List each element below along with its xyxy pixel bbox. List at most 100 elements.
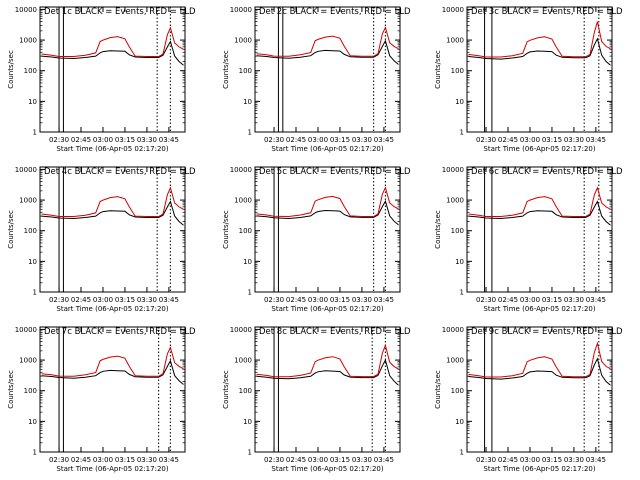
- x-tick-label: 03:30: [137, 456, 157, 464]
- x-tick-label: 03:00: [93, 456, 113, 464]
- x-tick-label: 03:00: [520, 136, 540, 144]
- chart-title: Det 4c BLACK = Events, RED = LLD: [44, 167, 196, 177]
- x-tick-label: 03:30: [137, 296, 157, 304]
- chart-panel-2: Det 2c BLACK = Events, RED = LLD 1 10 100 10…: [222, 6, 411, 153]
- x-tick-label: 03:45: [374, 136, 394, 144]
- chart-title: Det 9c BLACK = Events, RED = LLD: [471, 327, 623, 337]
- series-line-events: [41, 359, 184, 385]
- y-tick-label: 10000: [15, 6, 37, 14]
- x-tick-label: 03:15: [330, 296, 350, 304]
- chart-panel-4: Det 4c BLACK = Events, RED = LLD 1 10 100 10…: [7, 166, 196, 313]
- y-tick-label: 1000: [234, 197, 252, 205]
- x-tick-label: 03:30: [352, 456, 372, 464]
- y-axis-label: Counts/sec: [434, 370, 442, 409]
- y-tick-label: 10000: [442, 6, 464, 14]
- x-axis-label: Start Time (06-Apr-05 02:17:20): [56, 145, 168, 153]
- x-tick-label: 02:30: [264, 296, 284, 304]
- y-tick-label: 100: [24, 387, 37, 395]
- chart-panel-1: Det 1c BLACK = Events, RED = LLD 1 10 100 10…: [7, 6, 196, 153]
- x-tick-label: 03:15: [115, 296, 135, 304]
- x-axis-label: Start Time (06-Apr-05 02:17:20): [271, 305, 383, 313]
- x-tick-label: 03:15: [542, 296, 562, 304]
- y-tick-label: 100: [24, 227, 37, 235]
- y-tick-label: 1000: [234, 357, 252, 365]
- y-axis-label: Counts/sec: [222, 50, 230, 89]
- y-tick-label: 10: [455, 98, 464, 106]
- x-tick-label: 02:45: [498, 136, 518, 144]
- plot-frame: [39, 6, 186, 133]
- y-tick-label: 10: [28, 98, 37, 106]
- y-tick-label: 10000: [230, 166, 252, 174]
- y-tick-label: 10000: [15, 326, 37, 334]
- y-tick-label: 1000: [19, 357, 37, 365]
- x-tick-label: 02:45: [286, 296, 306, 304]
- series-line-lld: [256, 25, 399, 57]
- series-line-lld: [256, 343, 399, 378]
- x-axis-label: Start Time (06-Apr-05 02:17:20): [56, 305, 168, 313]
- series-line-lld: [256, 186, 399, 218]
- y-tick-label: 1000: [19, 197, 37, 205]
- series-line-events: [256, 199, 399, 226]
- x-tick-label: 03:45: [374, 456, 394, 464]
- chart-panel-3: Det 3c BLACK = Events, RED = LLD 1 10 100 10…: [434, 6, 623, 153]
- x-tick-label: 03:45: [586, 456, 606, 464]
- y-tick-label: 100: [239, 67, 252, 75]
- y-tick-label: 100: [24, 67, 37, 75]
- x-tick-label: 02:30: [476, 296, 496, 304]
- y-tick-label: 10000: [442, 166, 464, 174]
- chart-title: Det 3c BLACK = Events, RED = LLD: [471, 7, 623, 17]
- chart-panel-6: Det 6c BLACK = Events, RED = LLD 1 10 100 10…: [434, 166, 623, 313]
- series-line-events: [41, 200, 184, 226]
- series-line-events: [468, 200, 611, 226]
- x-tick-label: 03:30: [564, 136, 584, 144]
- x-tick-label: 02:30: [476, 136, 496, 144]
- series-line-lld: [468, 341, 611, 378]
- chart-panel-7: Det 7c BLACK = Events, RED = LLD 1 10 100 10…: [7, 326, 196, 473]
- chart-title: Det 5c BLACK = Events, RED = LLD: [259, 167, 411, 177]
- chart-title: Det 8c BLACK = Events, RED = LLD: [259, 327, 411, 337]
- x-tick-label: 03:45: [586, 136, 606, 144]
- x-tick-label: 03:15: [542, 456, 562, 464]
- chart-title: Det 2c BLACK = Events, RED = LLD: [259, 7, 411, 17]
- y-tick-label: 10: [28, 258, 37, 266]
- series-line-lld: [41, 345, 184, 377]
- y-tick-label: 10000: [230, 326, 252, 334]
- x-tick-label: 02:45: [498, 456, 518, 464]
- y-axis-label: Counts/sec: [222, 370, 230, 409]
- series-line-lld: [41, 186, 184, 217]
- x-tick-label: 03:45: [586, 296, 606, 304]
- y-axis-label: Counts/sec: [7, 210, 15, 249]
- x-axis-label: Start Time (06-Apr-05 02:17:20): [483, 465, 595, 473]
- chart-title: Det 6c BLACK = Events, RED = LLD: [471, 167, 623, 177]
- series-line-lld: [468, 21, 611, 58]
- series-line-lld: [468, 186, 611, 217]
- x-tick-label: 03:45: [159, 136, 179, 144]
- series-line-events: [468, 357, 611, 386]
- y-tick-label: 10: [455, 418, 464, 426]
- x-axis-label: Start Time (06-Apr-05 02:17:20): [271, 465, 383, 473]
- x-tick-label: 03:15: [115, 136, 135, 144]
- plot-frame: [39, 166, 186, 293]
- chart-title: Det 7c BLACK = Events, RED = LLD: [44, 327, 196, 337]
- y-axis-label: Counts/sec: [7, 370, 15, 409]
- x-axis-label: Start Time (06-Apr-05 02:17:20): [483, 305, 595, 313]
- plot-frame: [254, 166, 401, 293]
- y-tick-label: 1: [460, 289, 464, 297]
- x-tick-label: 03:00: [93, 296, 113, 304]
- y-tick-label: 10000: [15, 166, 37, 174]
- y-tick-label: 10: [243, 418, 252, 426]
- series-line-events: [256, 39, 399, 65]
- y-axis-label: Counts/sec: [7, 50, 15, 89]
- x-tick-label: 02:45: [286, 456, 306, 464]
- y-tick-label: 100: [451, 227, 464, 235]
- x-tick-label: 03:00: [93, 136, 113, 144]
- x-tick-label: 03:00: [520, 456, 540, 464]
- x-tick-label: 03:15: [330, 456, 350, 464]
- x-axis-label: Start Time (06-Apr-05 02:17:20): [483, 145, 595, 153]
- y-tick-label: 1000: [446, 197, 464, 205]
- chart-panel-9: Det 9c BLACK = Events, RED = LLD 1 10 100 10…: [434, 326, 623, 473]
- plot-frame: [466, 6, 613, 133]
- x-tick-label: 03:45: [159, 296, 179, 304]
- series-line-events: [41, 40, 184, 66]
- series-line-lld: [41, 26, 184, 57]
